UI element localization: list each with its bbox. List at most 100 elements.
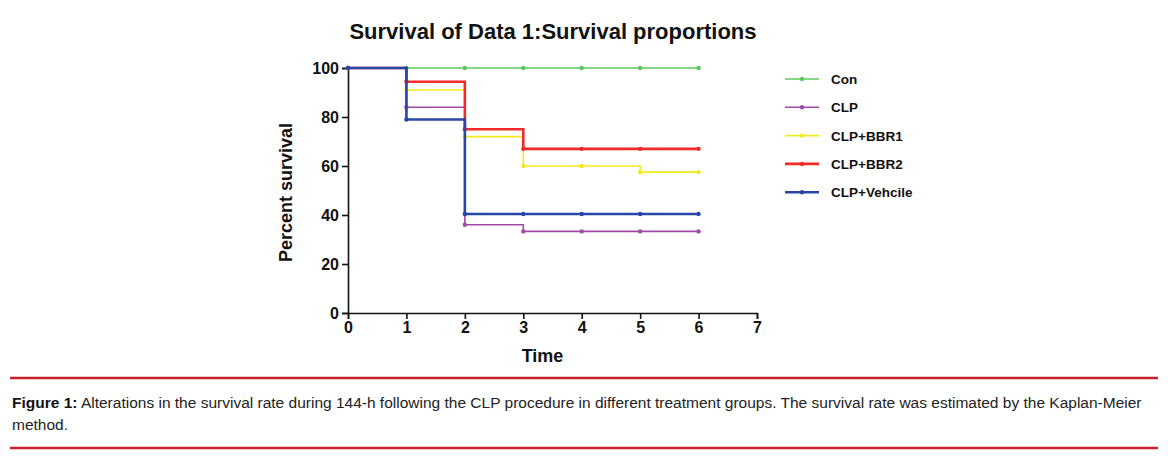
series-marker: [521, 229, 525, 233]
series-marker: [638, 147, 642, 151]
x-tick-label: 4: [578, 319, 587, 336]
legend-label: CLP+BBR2: [831, 157, 903, 172]
series-marker: [580, 66, 584, 70]
series-marker: [521, 66, 525, 70]
series-marker: [463, 223, 467, 227]
x-tick: 5: [636, 313, 645, 336]
y-tick: 0: [330, 305, 348, 322]
y-tick-label: 20: [321, 256, 339, 273]
y-tick-label: 40: [321, 207, 339, 224]
x-tick-label: 6: [695, 319, 704, 336]
y-tick-mark: [342, 215, 348, 217]
legend-item: CLP: [785, 100, 858, 115]
x-tick: 0: [344, 313, 353, 336]
legend-item: Con: [785, 72, 857, 87]
legend-item: CLP+BBR1: [785, 129, 903, 144]
series-marker: [346, 66, 350, 70]
series-marker: [580, 147, 584, 151]
chart-title: Survival of Data 1:Survival proportions: [349, 19, 756, 44]
x-tick-mark: [581, 313, 583, 319]
series-marker: [638, 229, 642, 233]
y-axis-title: Percent survival: [276, 123, 296, 262]
series-marker: [696, 170, 700, 174]
series-marker: [463, 212, 467, 216]
legend-label: CLP+Vehcile: [831, 185, 913, 200]
x-tick-label: 3: [519, 319, 528, 336]
y-axis: 0 20 40 60 80 100: [312, 60, 348, 322]
legend-label: CLP: [831, 100, 858, 115]
x-tick: 4: [578, 313, 587, 336]
x-tick: 7: [753, 313, 762, 336]
y-tick: 100: [312, 60, 348, 77]
x-tick-mark: [698, 313, 700, 319]
series-marker: [521, 212, 525, 216]
y-tick: 40: [321, 207, 348, 224]
legend: Con CLP CLP+BBR1 CLP+BBR2 CLP+Vehcile: [785, 72, 913, 200]
legend-item: CLP+Vehcile: [785, 185, 913, 200]
x-tick: 3: [519, 313, 528, 336]
series-marker: [696, 212, 700, 216]
legend-label: CLP+BBR1: [831, 129, 903, 144]
x-tick-label: 2: [461, 319, 470, 336]
series-marker: [521, 164, 525, 168]
x-tick: 6: [695, 313, 704, 336]
y-tick: 60: [321, 158, 348, 175]
x-tick-label: 5: [636, 319, 645, 336]
series-marker: [638, 66, 642, 70]
series-marker: [638, 212, 642, 216]
series-marker: [463, 66, 467, 70]
x-tick-mark: [757, 313, 759, 319]
legend-item: CLP+BBR2: [785, 157, 903, 172]
caption-label: Figure 1:: [12, 394, 77, 411]
y-tick: 80: [321, 109, 348, 126]
series-marker: [346, 66, 350, 70]
series-line: [348, 68, 699, 231]
legend-marker: [800, 105, 804, 109]
caption-rule-container: [0, 444, 1168, 452]
caption-space: [77, 394, 80, 411]
legend-marker: [800, 190, 804, 194]
series-line: [348, 68, 699, 214]
caption: Figure 1: Alterations in the survival ra…: [12, 392, 1158, 436]
series-line: [348, 68, 699, 149]
x-tick-mark: [640, 313, 642, 319]
x-axis-title: Time: [522, 346, 564, 366]
legend-swatch: [785, 163, 819, 166]
series-marker: [638, 170, 642, 174]
caption-text: Alterations in the survival rate during …: [12, 394, 1142, 433]
legend-swatch: [785, 191, 819, 194]
series-marker: [346, 66, 350, 70]
legend-marker: [800, 133, 804, 137]
x-tick-label: 1: [402, 319, 411, 336]
y-tick-mark: [342, 313, 348, 315]
series-marker: [521, 147, 525, 151]
caption-rule: [10, 377, 1158, 380]
y-tick-label: 100: [312, 60, 339, 77]
series-marker: [696, 66, 700, 70]
x-tick-label: 0: [344, 319, 353, 336]
x-tick-mark: [523, 313, 525, 319]
y-tick-label: 60: [321, 158, 339, 175]
y-tick-mark: [342, 264, 348, 266]
x-tick: 1: [402, 313, 411, 336]
x-tick: 2: [461, 313, 470, 336]
legend-marker: [800, 77, 804, 81]
series-marker: [580, 229, 584, 233]
legend-label: Con: [831, 72, 857, 87]
series-marker: [696, 147, 700, 151]
y-axis-line: [342, 69, 349, 314]
plot-area: [346, 66, 701, 234]
y-tick-label: 0: [330, 305, 339, 322]
y-tick-mark: [342, 166, 348, 168]
x-tick-mark: [406, 313, 408, 319]
y-tick: 20: [321, 256, 348, 273]
caption-rule: [10, 447, 1158, 450]
series-line: [348, 68, 699, 172]
series-marker: [346, 66, 350, 70]
series-marker: [580, 212, 584, 216]
series-marker: [404, 117, 408, 121]
series-marker: [346, 66, 350, 70]
y-tick-label: 80: [321, 109, 339, 126]
y-tick-mark: [342, 117, 348, 119]
x-tick-label: 7: [753, 319, 762, 336]
